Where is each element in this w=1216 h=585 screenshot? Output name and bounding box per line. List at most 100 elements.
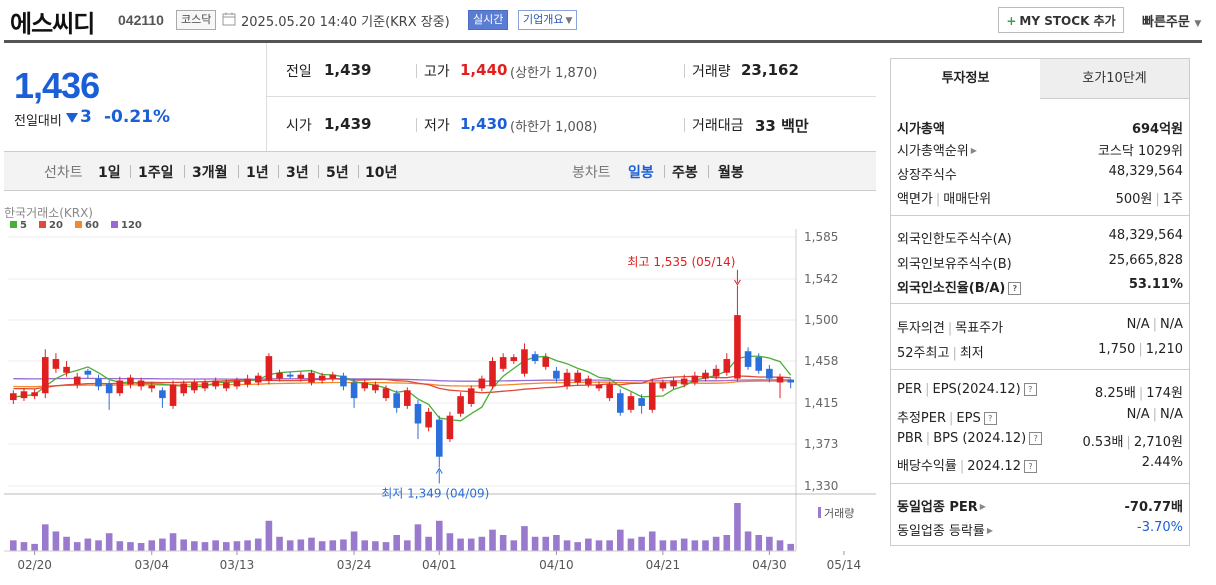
y-tick-label: 1,542 [804, 272, 838, 286]
volume-bar [744, 531, 752, 551]
market-badge: 코스닥 [176, 10, 217, 30]
volume-bar [499, 535, 507, 551]
period-3y[interactable]: 3년 [286, 165, 309, 181]
tab-investment-info[interactable]: 투자정보 [891, 59, 1041, 99]
candle-body [457, 396, 464, 414]
candle-body [244, 378, 251, 385]
candle-body [542, 357, 550, 367]
chevron-right-icon[interactable]: ▶ [979, 502, 986, 511]
help-icon[interactable]: ? [1029, 432, 1043, 445]
pbr-label: PBR [897, 431, 923, 446]
candle-body [638, 398, 645, 406]
ma-legend-label: 5 [20, 220, 27, 231]
opinion-value: N/A [1126, 317, 1150, 332]
candle-body [361, 382, 369, 389]
period-1d[interactable]: 1일 [98, 165, 121, 181]
help-icon[interactable]: ? [1008, 282, 1022, 295]
candle-body [297, 374, 305, 379]
candle-body [755, 357, 763, 371]
tab-orderbook-10[interactable]: 호가10단계 [1040, 59, 1189, 99]
dividend-row: 배당수익률 | 2024.12? 2.44% [897, 452, 1183, 474]
candle-body [414, 403, 422, 424]
separator: | [1152, 407, 1157, 422]
candle-body [659, 382, 667, 389]
volume-label: 거래량 [692, 64, 731, 80]
high-label: 고가 [424, 64, 450, 80]
plus-icon: + [1006, 14, 1017, 28]
period-3m[interactable]: 3개월 [192, 165, 228, 181]
candle-monthly[interactable]: 월봉 [718, 165, 744, 181]
sector-change-row: 동일업종 등락률 ▶ -3.70% [897, 517, 1183, 539]
section-divider [891, 215, 1189, 216]
foreign-limit-label: 외국인한도주식수(A) [897, 232, 1012, 247]
open-label: 시가 [286, 118, 312, 134]
candle-body [105, 383, 113, 394]
section-divider [891, 369, 1189, 370]
trade-unit-label: 매매단위 [943, 192, 992, 207]
separator [416, 64, 417, 78]
candle-weekly[interactable]: 주봉 [672, 165, 698, 181]
dividend-date: 2024.12 [967, 459, 1021, 474]
candle-body [670, 380, 677, 387]
foreign-limit-value: 48,329,564 [1108, 228, 1183, 243]
est-per-row: 추정PER | EPS? N/A | N/A [897, 404, 1183, 426]
volume-bar [393, 535, 400, 551]
chevron-right-icon[interactable]: ▶ [986, 526, 994, 535]
candle-body [787, 379, 794, 383]
volume-bar [712, 536, 720, 551]
help-icon[interactable]: ? [1023, 460, 1037, 473]
volume-bar [670, 540, 677, 551]
volume-bar [63, 536, 70, 551]
candle-body [10, 393, 17, 401]
add-mystock-button[interactable]: + MY STOCK 추가 [998, 7, 1124, 33]
candle-body [404, 390, 411, 406]
volume-bar [595, 540, 603, 551]
stock-header: 에스씨디 042110 코스닥 2025.05.20 14:40 기준(KRX … [0, 0, 1216, 40]
high-arrow-head [734, 279, 741, 286]
separator [664, 165, 665, 178]
volume-bar [297, 539, 305, 551]
opinion-row: 투자의견 | 목표주가 N/A | N/A [897, 314, 1183, 336]
ma-legend-swatch [75, 221, 82, 228]
candle-daily[interactable]: 일봉 [628, 165, 654, 181]
volume-bar [233, 541, 241, 551]
candle-body [425, 411, 432, 428]
volume-bar [659, 540, 667, 551]
company-info-button[interactable]: 기업개요 ▼ [518, 10, 578, 30]
help-icon[interactable]: ? [983, 412, 997, 425]
volume-bar [137, 543, 145, 551]
listed-shares-label: 상장주식수 [897, 168, 957, 183]
separator [416, 118, 417, 132]
candle-body [467, 388, 475, 404]
quick-order-button[interactable]: 빠른주문 ▼ [1142, 11, 1201, 30]
period-10y[interactable]: 10년 [365, 165, 398, 181]
period-1w[interactable]: 1주일 [138, 165, 174, 181]
period-5y[interactable]: 5년 [326, 165, 349, 181]
candle-body [265, 356, 273, 381]
y-tick-label: 1,415 [804, 396, 838, 410]
pbr-bps-row: PBR | BPS (2024.12)? 0.53배 | 2,710원 [897, 428, 1183, 450]
eps-label: EPS(2024.12) [932, 382, 1021, 397]
period-1y[interactable]: 1년 [246, 165, 269, 181]
market-cap-label: 시가총액 [897, 122, 945, 137]
opinion-label: 투자의견 [897, 321, 945, 336]
candle-body [766, 368, 773, 379]
candle-body [169, 384, 177, 406]
foreign-limit-row: 외국인한도주식수(A) 48,329,564 [897, 225, 1183, 247]
candle-body [531, 354, 539, 362]
ma-legend-label: 20 [49, 220, 63, 231]
week52-row: 52주최고 | 최저 1,750 | 1,210 [897, 339, 1183, 361]
candle-body [680, 378, 688, 385]
realtime-badge[interactable]: 실시간 [468, 10, 509, 30]
candle-body [489, 361, 496, 387]
high-annotation: 최고 1,535 (05/14) [627, 255, 735, 269]
x-tick-label: 04/01 [422, 558, 457, 572]
down-triangle-icon [66, 113, 78, 123]
chevron-right-icon[interactable]: ▶ [970, 146, 977, 155]
dividend-value: 2.44% [1141, 455, 1183, 470]
stock-chart[interactable]: 한국거래소(KRX) 5 20 60 120 1,585 1,542 1,500 1,458 1,… [4, 191, 876, 585]
section-divider [891, 303, 1189, 304]
candle-body [318, 375, 326, 381]
help-icon[interactable]: ? [1023, 383, 1037, 396]
volume-bar [478, 536, 486, 551]
